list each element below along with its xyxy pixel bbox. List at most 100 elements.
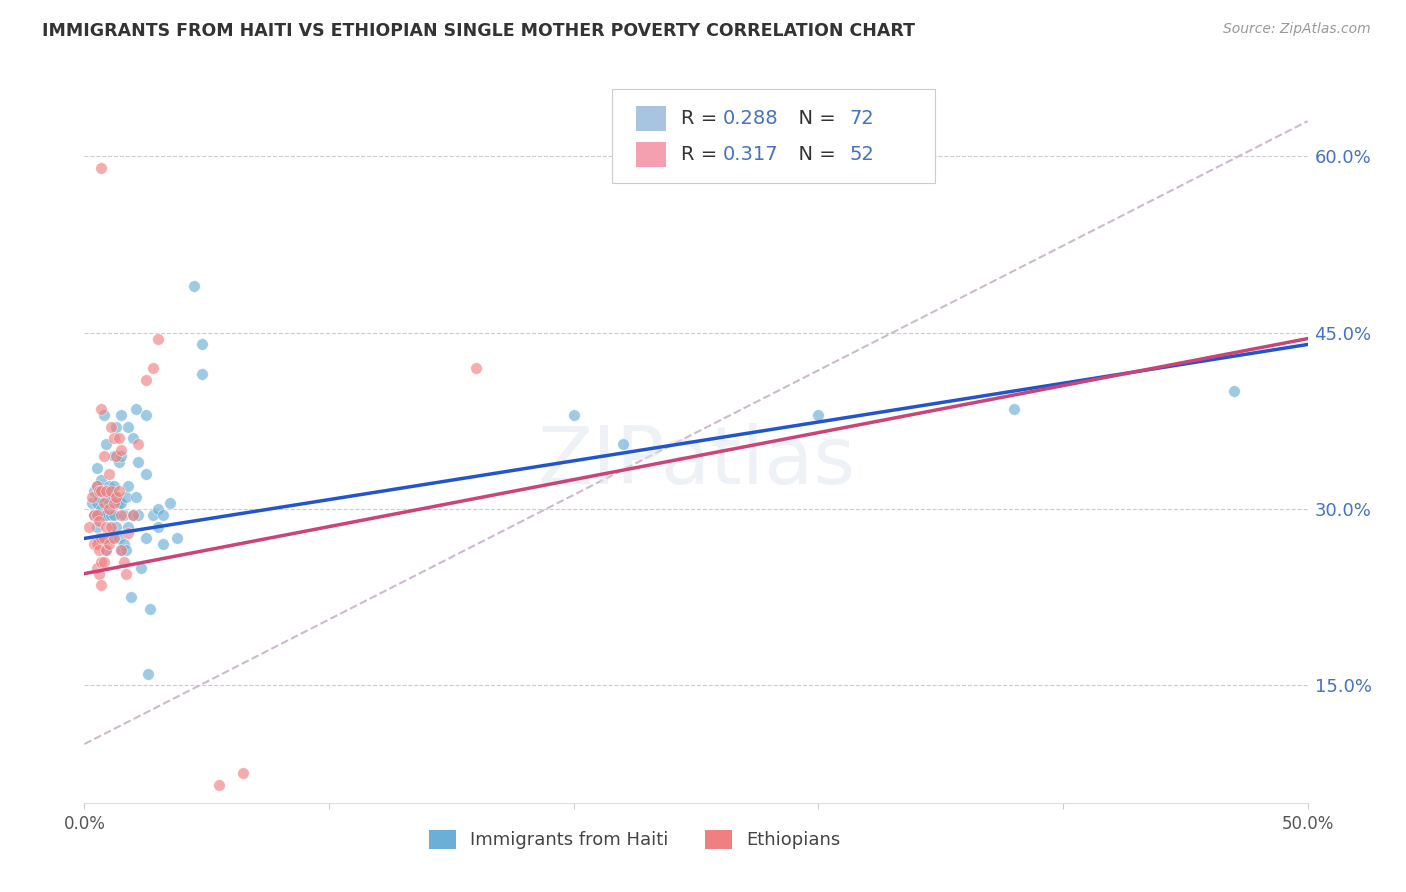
Point [86,478,108,492]
Point [142,508,165,522]
Point [125,402,148,417]
Point [96,519,118,533]
Point [97,502,120,516]
Point [146,332,169,346]
Point [105,519,128,533]
Point [464,361,486,376]
Point [103,496,125,510]
Point [183,278,205,293]
Point [100,484,122,499]
Point [96,490,118,504]
Point [90,532,112,546]
Point [77,519,100,533]
Point [110,443,132,458]
Point [152,508,174,522]
Point [110,543,132,558]
Text: ZIPatlas: ZIPatlas [537,423,855,501]
Point [1002,402,1025,417]
Text: R =: R = [681,145,730,164]
Point [117,525,139,540]
Point [103,532,125,546]
Point [135,373,157,387]
Point [83,508,105,522]
Point [136,666,159,681]
Point [96,543,118,558]
Point [807,408,830,422]
Point [87,508,110,522]
Point [129,561,152,575]
Text: 0.288: 0.288 [723,109,779,128]
Point [115,543,138,558]
Legend: Immigrants from Haiti, Ethiopians: Immigrants from Haiti, Ethiopians [422,823,848,856]
Point [86,478,108,492]
Point [562,408,585,422]
Point [97,478,120,492]
Point [87,532,110,546]
Point [86,561,108,575]
Point [127,508,149,522]
Point [97,467,120,481]
Point [90,555,112,569]
Point [107,484,129,499]
Point [107,532,129,546]
Point [612,437,634,451]
Point [93,532,115,546]
Point [96,437,118,451]
Point [86,537,108,551]
Point [100,490,122,504]
Point [120,590,142,604]
Point [93,496,115,510]
Text: IMMIGRANTS FROM HAITI VS ETHIOPIAN SINGLE MOTHER POVERTY CORRELATION CHART: IMMIGRANTS FROM HAITI VS ETHIOPIAN SINGL… [42,22,915,40]
Point [100,519,122,533]
Point [103,432,125,446]
Point [86,508,108,522]
Point [122,508,145,522]
Point [112,537,135,551]
Point [110,508,132,522]
Point [139,602,162,616]
Point [191,337,214,351]
Point [90,161,112,176]
Point [112,508,135,522]
Point [110,408,132,422]
Text: Source: ZipAtlas.com: Source: ZipAtlas.com [1223,22,1371,37]
Point [86,496,108,510]
Point [90,484,112,499]
Point [117,478,139,492]
Point [107,432,129,446]
Point [83,508,105,522]
Point [127,437,149,451]
Point [86,461,108,475]
Point [103,508,125,522]
Point [191,367,214,381]
Point [93,508,115,522]
Point [93,555,115,569]
Point [107,455,129,469]
Point [110,496,132,510]
Point [93,532,115,546]
Point [100,508,122,522]
Point [80,496,103,510]
Point [105,419,128,434]
Point [93,449,115,463]
Point [87,514,110,528]
Point [87,566,110,581]
Point [159,496,181,510]
Point [122,508,145,522]
Point [122,432,145,446]
Point [117,419,139,434]
Point [100,419,122,434]
Point [90,473,112,487]
Point [83,484,105,499]
Point [166,532,188,546]
Point [97,537,120,551]
Point [87,484,110,499]
Point [103,449,125,463]
Text: R =: R = [681,109,723,128]
Text: 0.317: 0.317 [723,145,779,164]
Point [90,578,112,592]
Point [152,537,174,551]
Point [86,519,108,533]
Point [208,778,231,792]
Point [146,519,169,533]
